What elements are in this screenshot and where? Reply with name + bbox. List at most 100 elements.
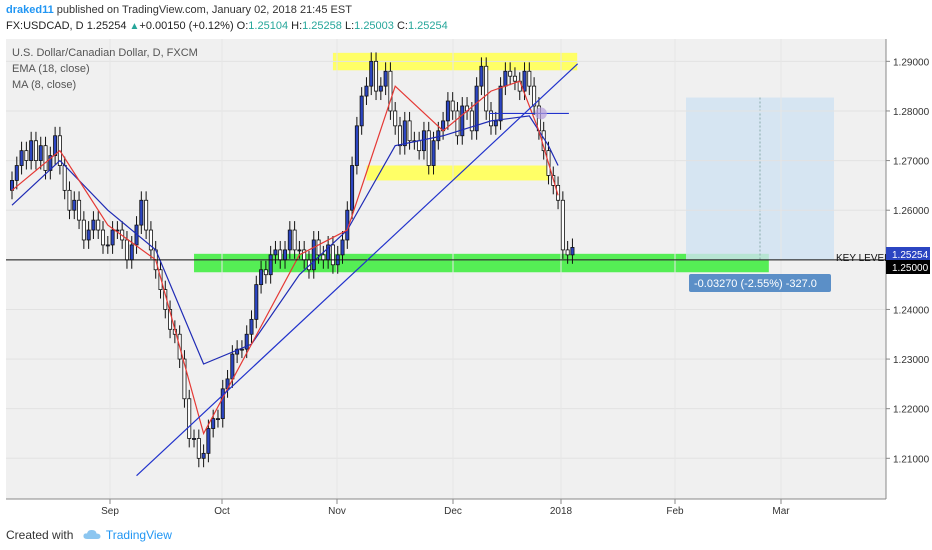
x-tick-label: Sep — [101, 506, 119, 517]
candle-up — [239, 348, 244, 351]
x-tick-label: Dec — [444, 506, 462, 517]
candle-up — [192, 438, 197, 440]
candle-down — [292, 229, 297, 251]
candle-up — [421, 130, 426, 152]
publish-header: draked11 published on TradingView.com, J… — [6, 4, 352, 16]
candle-down — [484, 65, 489, 112]
candle-up — [139, 199, 144, 226]
tradingview-cloud-icon — [83, 529, 101, 543]
created-with-label: Created with — [6, 528, 74, 542]
chart-area[interactable]: 1.29000 1.28000 1.27000 1.26000 1.25000 1.240… — [0, 39, 932, 525]
time-axis[interactable]: Sep Oct Nov Dec 2018 Feb Mar — [101, 499, 790, 517]
candle-down — [469, 110, 474, 132]
footer: Created with TradingView — [6, 528, 172, 543]
candle-up — [211, 418, 216, 429]
candle-up — [230, 353, 235, 380]
zones-layer — [194, 52, 834, 273]
close-label: C: — [396, 20, 408, 32]
x-tick-label: Oct — [214, 506, 230, 517]
candle-down — [101, 229, 106, 246]
candle-up — [220, 388, 225, 420]
candle-up — [19, 150, 24, 166]
candle-up — [235, 348, 240, 355]
y-tick-label: 1.28000 — [893, 107, 930, 118]
candle-up — [297, 249, 302, 252]
candle-up — [215, 418, 220, 421]
candle-down — [560, 199, 565, 251]
candle-down — [488, 110, 493, 127]
candle-up — [105, 244, 110, 247]
author-name[interactable]: draked11 — [6, 4, 54, 16]
x-tick-label: Nov — [328, 506, 346, 517]
candle-down — [455, 110, 460, 137]
candle-down — [532, 85, 537, 107]
candle-up — [350, 165, 355, 211]
last-price-tag: 1.25254 — [892, 250, 929, 261]
y-tick-label: 1.24000 — [893, 305, 930, 316]
y-tick-label: 1.23000 — [893, 355, 930, 366]
candle-down — [187, 398, 192, 439]
candle-up — [431, 140, 436, 166]
candle-down — [81, 219, 86, 241]
last-price-tag-bg — [886, 247, 930, 261]
candle-up — [201, 452, 206, 459]
candle-up — [354, 125, 359, 166]
indicator-layer — [11, 80, 559, 436]
symbol-header: FX:USDCAD, D 1.25254 ▲+0.00150 (+0.12%) … — [6, 20, 448, 32]
candle-down — [124, 239, 129, 261]
key-level-label: KEY LEVEL — [836, 253, 890, 264]
candle-up — [259, 269, 264, 286]
candle-up — [311, 239, 316, 271]
legend-ma[interactable]: MA (8, close) — [12, 79, 76, 91]
measure-label-bg — [689, 274, 831, 292]
candle-down — [374, 60, 379, 92]
candle-up — [268, 254, 273, 276]
candle-up — [129, 244, 134, 261]
candle-up — [86, 229, 91, 241]
up-arrow-icon: ▲ — [129, 21, 140, 32]
candle-down — [43, 145, 48, 171]
candle-down — [62, 165, 67, 191]
candle-up — [402, 120, 407, 147]
candle-up — [72, 199, 77, 211]
open-value: 1.25104 — [248, 20, 289, 32]
price-chart[interactable]: 1.29000 1.28000 1.27000 1.26000 1.25000 1.240… — [0, 39, 932, 525]
y-tick-label: 1.29000 — [893, 57, 930, 68]
candle-up — [244, 333, 249, 350]
candle-up — [369, 60, 374, 87]
candle-up — [474, 85, 479, 132]
symbol-label: FX:USDCAD, D — [6, 20, 84, 32]
candle-up — [503, 70, 508, 87]
y-tick-label: 1.26000 — [893, 206, 930, 217]
candle-down — [450, 100, 455, 112]
candle-down — [158, 269, 163, 290]
candle-down — [407, 120, 412, 142]
candle-down — [565, 249, 570, 256]
candle-down — [148, 229, 153, 251]
breakdown-marker-icon — [534, 107, 547, 120]
high-label: H: — [291, 20, 303, 32]
candle-up — [479, 65, 484, 87]
x-tick-label: 2018 — [550, 506, 573, 517]
y-tick-label: 1.21000 — [893, 454, 930, 465]
legend-title: U.S. Dollar/Canadian Dollar, D, FXCM — [12, 47, 198, 59]
legend-ema[interactable]: EMA (18, close) — [12, 63, 90, 75]
candle-up — [91, 219, 96, 231]
candle-down — [316, 239, 321, 256]
candle-up — [445, 100, 450, 122]
candle-down — [426, 130, 431, 166]
key-level-tag-bg — [886, 260, 930, 274]
candle-down — [182, 358, 187, 400]
tradingview-brand-link[interactable]: TradingView — [105, 528, 172, 542]
candle-up — [110, 229, 115, 246]
ema-line — [11, 115, 559, 365]
candle-up — [383, 70, 388, 87]
high-value: 1.25258 — [302, 20, 342, 32]
open-label: O: — [236, 20, 249, 32]
candle-down — [393, 110, 398, 127]
candle-down — [321, 254, 326, 261]
low-label: L: — [344, 20, 355, 32]
candles-layer — [9, 52, 575, 468]
candle-up — [522, 70, 527, 92]
candle-down — [77, 199, 82, 221]
